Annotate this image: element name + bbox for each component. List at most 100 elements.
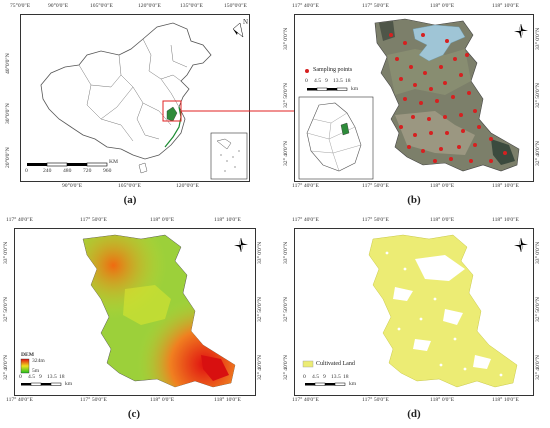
caption-a: (a) [123,194,137,206]
study-county [340,122,350,136]
bottom-tick: 117° 50'0"E [362,183,389,189]
top-tick: 118° 10'0"E [492,3,519,9]
scale-label: 720 [83,168,92,174]
sampling-points [389,33,507,163]
bottom-tick: 117° 50'0"E [362,397,389,403]
scale-label: 13.5 [331,374,341,380]
top-tick: 150°0'0"E [224,3,247,9]
left-tick: 32° 40'0"N [3,355,9,380]
right-tick: 32° 50'0"N [535,297,541,322]
right-tick: 32° 40'0"N [257,355,263,380]
scale-bar-d [305,382,346,386]
satellite-map-svg [298,18,528,180]
bottom-tick: 105°0'0"E [118,183,141,189]
scale-label: 4.5 [312,374,319,380]
scale-unit: KM [109,159,119,165]
left-tick: 32° 50'0"N [283,83,289,108]
scale-label: 4.5 [28,374,35,380]
top-tick: 117° 50'0"E [362,3,389,9]
lake [412,24,466,62]
caption-d: (d) [407,408,421,420]
scale-label: 240 [43,168,52,174]
compass-icon [514,23,528,39]
scale-unit: km [65,381,73,387]
scale-label: 9 [325,78,328,84]
bottom-tick: 118° 10'0"E [214,397,241,403]
top-tick: 135°0'0"E [180,3,203,9]
top-tick: 118° 10'0"E [492,217,519,223]
left-tick: 33° 0'0"N [283,241,289,264]
top-tick: 117° 40'0"E [6,217,33,223]
right-tick: 32° 50'0"N [257,297,263,322]
scale-label: 4.5 [314,78,321,84]
bottom-tick: 118° 10'0"E [492,397,519,403]
scale-bar-c [21,382,62,386]
left-tick: 30°0'0"N [5,103,11,124]
scale-label: 18 [345,78,351,84]
dem-map-svg [20,234,248,388]
top-tick: 118° 0'0"E [430,217,455,223]
scale-label: 13.5 [333,78,343,84]
bottom-tick: 117° 40'0"E [292,183,319,189]
scale-label: 0 [305,78,308,84]
left-tick: 20°0'0"N [5,147,11,168]
top-tick: 120°0'0"E [138,3,161,9]
cultivated-legend-icon [302,360,314,368]
left-tick: 32° 50'0"N [283,297,289,322]
dem-legend-max: 324m [32,358,45,364]
left-tick: 33° 0'0"N [3,241,9,264]
scale-unit: km [349,381,357,387]
scale-label: 9 [323,374,326,380]
bottom-tick: 118° 10'0"E [492,183,519,189]
panel-a-china-map: 75°0'0"E 90°0'0"E 105°0'0"E 120°0'0"E 13… [0,0,275,214]
top-tick: 117° 40'0"E [292,3,319,9]
bottom-tick: 118° 0'0"E [430,397,455,403]
map-frame: DEM 324m 5m 0 4.5 9 13.5 18 km [14,228,256,396]
map-frame: Sampling points 0 4.5 9 13.5 18 km [294,14,534,182]
scale-label: 9 [39,374,42,380]
sampling-legend-label: Sampling points [313,67,353,73]
top-tick: 118° 0'0"E [430,3,455,9]
compass-icon [234,237,248,253]
top-tick: 117° 50'0"E [80,217,107,223]
cultivated-legend-label: Cultivated Land [316,361,355,367]
cultivated-map-svg [302,234,528,388]
left-tick: 33° 0'0"N [283,27,289,50]
bottom-tick: 118° 0'0"E [430,183,455,189]
left-tick: 40°0'0"N [5,53,11,74]
caption-c: (c) [127,408,141,420]
dem-legend-bar [20,358,30,374]
scale-label: 18 [343,374,349,380]
dem-legend-title: DEM [21,352,35,358]
panel-c-dem-map: 117° 40'0"E 117° 50'0"E 118° 0'0"E 118° … [0,214,275,428]
dem-legend-min: 5m [32,368,40,374]
anhui-province [166,106,178,122]
right-tick: 33° 0'0"N [535,27,541,50]
bottom-tick: 117° 40'0"E [6,397,33,403]
right-tick: 32° 50'0"N [535,83,541,108]
scale-label: 18 [59,374,65,380]
left-tick: 32° 50'0"N [3,297,9,322]
bottom-tick: 118° 0'0"E [150,397,175,403]
panel-b-sampling-map: 117° 40'0"E 117° 50'0"E 118° 0'0"E 118° … [280,0,550,214]
top-tick: 105°0'0"E [90,3,113,9]
left-tick: 32° 40'0"N [283,355,289,380]
bottom-tick: 120°0'0"E [176,183,199,189]
compass-icon [514,237,528,253]
scale-unit: km [351,86,359,92]
china-outline [40,22,212,160]
right-tick: 33° 0'0"N [535,241,541,264]
scale-label: 480 [63,168,72,174]
north-arrow-icon [232,22,244,38]
top-tick: 117° 50'0"E [362,217,389,223]
top-tick: 90°0'0"E [48,3,69,9]
top-tick: 117° 40'0"E [292,217,319,223]
scale-label: 13.5 [47,374,57,380]
scale-bar-a [27,162,108,167]
south-china-sea-inset [210,132,248,180]
map-frame: N 0 240 480 720 960 KM [20,14,250,182]
scale-label: 960 [103,168,112,174]
sampling-point-legend-icon [305,69,309,73]
scale-label: 0 [25,168,28,174]
top-tick: 118° 10'0"E [214,217,241,223]
